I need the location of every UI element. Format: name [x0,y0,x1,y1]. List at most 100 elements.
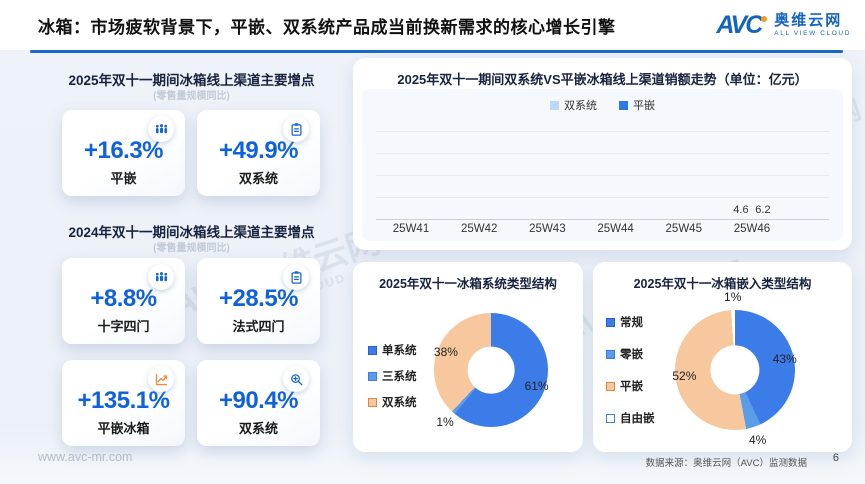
stat-card: +8.8% 十字四门 [62,258,185,344]
clipboard-icon [283,264,309,290]
donut-hole [710,345,760,395]
stat-label: 法式四门 [232,319,285,334]
x-axis-label: 25W43 [529,223,566,235]
bar-value-label: 6.2 [755,204,771,216]
legend-label: 平嵌 [620,381,643,393]
legend-item: 常规 [606,314,655,330]
legend-label: 自由嵌 [620,413,655,425]
section-subtitle-2025: (零售量规模同比) [153,91,230,102]
bar-chart-panel: 2025年双十一期间双系统VS平嵌冰箱线上渠道销额走势（单位：亿元） 双系统 平嵌… [353,58,852,250]
embed-type-donut-legend: 常规 零嵌 平嵌 自由嵌 [606,314,655,426]
system-type-donut-legend: 单系统 三系统 双系统 [368,342,417,410]
footer-url: www.avc-mr.com [38,450,133,464]
legend-item: 自由嵌 [606,410,655,426]
x-axis-label: 25W44 [597,223,634,235]
legend-label: 三系统 [382,371,417,383]
legend-marker [619,100,628,110]
bar-chart-x-axis: 25W41 25W42 25W43 25W44 25W45 25W46 [376,223,829,235]
legend-item: 单系统 [368,342,417,358]
legend-item: 双系统 [550,97,597,113]
footer-data-source: 数据来源：奥维云网（AVC）监测数据 [645,458,807,469]
section-title-2025: 2025年双十一期间冰箱线上渠道主要增点 [68,73,315,88]
legend-item: 三系统 [368,368,417,384]
legend-item: 零嵌 [606,346,655,362]
system-type-donut-panel: 2025年双十一冰箱系统类型结构 单系统三系统双系统 61% 1% 38% [353,262,583,452]
magnifier-icon [283,366,309,392]
legend-item: 平嵌 [606,378,655,394]
stat-label: 平嵌 [110,171,137,186]
embed-type-donut-chart: 43% 4% 52% 1% [672,290,797,447]
stat-label: 十字四门 [97,319,150,334]
stat-value: +90.4% [218,387,299,414]
stat-card: +16.3% 平嵌 [62,110,185,196]
stat-label: 双系统 [238,171,278,186]
page-title: 冰箱：市场疲软背景下，平嵌、双系统产品成当前换新需求的核心增长引擎 [38,17,616,37]
legend-label: 单系统 [382,345,417,357]
donut-hole [467,346,515,394]
legend-item: 双系统 [368,394,417,410]
system-type-donut-chart: 61% 1% 38% [433,313,549,430]
logo-name: 奥维云网 [774,11,843,29]
stat-card: +90.4% 双系统 [197,360,320,446]
section-subtitle-2024: (零售量规模同比) [153,243,230,254]
embed-type-donut-title: 2025年双十一冰箱嵌入类型结构 [633,277,812,291]
stat-label: 双系统 [238,421,278,436]
stat-value: +49.9% [218,137,299,164]
legend-label: 常规 [620,317,643,329]
legend-label: 双系统 [564,100,597,112]
bar-value-label: 4.6 [733,204,749,216]
legend-label: 双系统 [382,397,417,409]
legend-label: 平嵌 [633,100,655,112]
legend-marker [368,397,377,407]
bar-chart-plot: 4.6 6.2 [376,119,829,220]
trend-line-icon [148,366,174,392]
donut-slice-label: 52% [672,369,697,384]
stat-card: +49.9% 双系统 [197,110,320,196]
logo-wordmark: 奥维云网 ALL VIEW CLOUD [774,13,851,38]
stat-label: 平嵌冰箱 [97,421,150,436]
header-divider [30,50,843,53]
x-axis-label: 25W41 [392,223,430,235]
stat-card: +28.5% 法式四门 [197,258,320,344]
clipboard-icon [283,116,309,142]
donut-slice-label: 1% [436,415,454,430]
section-title-2024: 2024年双十一期间冰箱线上渠道主要增点 [68,225,315,240]
donut-slice-label: 38% [433,345,458,360]
donut-slice-label: 4% [748,432,767,447]
avc-logo: AVC 奥维云网 ALL VIEW CLOUD [716,10,851,39]
stat-value: +28.5% [218,285,299,312]
bar-chart-title: 2025年双十一期间双系统VS平嵌冰箱线上渠道销额走势（单位：亿元） [397,72,808,87]
logo-avc-text: AVC [716,10,763,39]
stat-value: +8.8% [90,285,157,312]
x-axis-label: 25W45 [665,223,702,235]
x-axis-label: 25W46 [733,223,771,235]
legend-marker [368,345,377,355]
bar-chart: 双系统 平嵌 4.6 6.2 25W41 25W42 25W43 25W44 25W45 25… [362,89,843,241]
legend-marker [606,381,615,391]
legend-marker [606,349,615,359]
bar-chart-legend: 双系统 平嵌 [362,97,843,113]
legend-marker [550,100,559,110]
people-group-icon [148,116,174,142]
logo-tagline: ALL VIEW CLOUD [774,29,851,37]
legend-marker [606,317,615,327]
stat-cards-2025: +16.3% 平嵌 +49.9% 双系统 [62,110,324,196]
donut-slice-label: 43% [772,351,797,366]
legend-marker [606,413,615,423]
donut-slice-label: 61% [524,379,549,394]
legend-label: 零嵌 [620,349,643,361]
system-type-donut-title: 2025年双十一冰箱系统类型结构 [379,277,557,291]
x-axis-label: 25W42 [460,223,498,235]
stat-value: +16.3% [83,137,164,164]
page-number: 6 [832,452,839,464]
legend-item: 平嵌 [619,97,655,113]
embed-type-donut-panel: 2025年双十一冰箱嵌入类型结构 常规 零嵌 平嵌 自由嵌 43% 4% 52% 1% [593,262,852,452]
people-group-icon [148,264,174,290]
header: 冰箱：市场疲软背景下，平嵌、双系统产品成当前换新需求的核心增长引擎 AVC 奥维… [0,0,865,50]
logo-orange-dot-icon [761,16,768,22]
stat-card: +135.1% 平嵌冰箱 [62,360,185,446]
legend-marker [368,371,377,381]
stat-value: +135.1% [77,387,170,414]
stat-cards-2024: +8.8% 十字四门 +28.5% 法式四门 +135.1% 平嵌冰箱 +90.4% 双系统 [62,258,324,446]
